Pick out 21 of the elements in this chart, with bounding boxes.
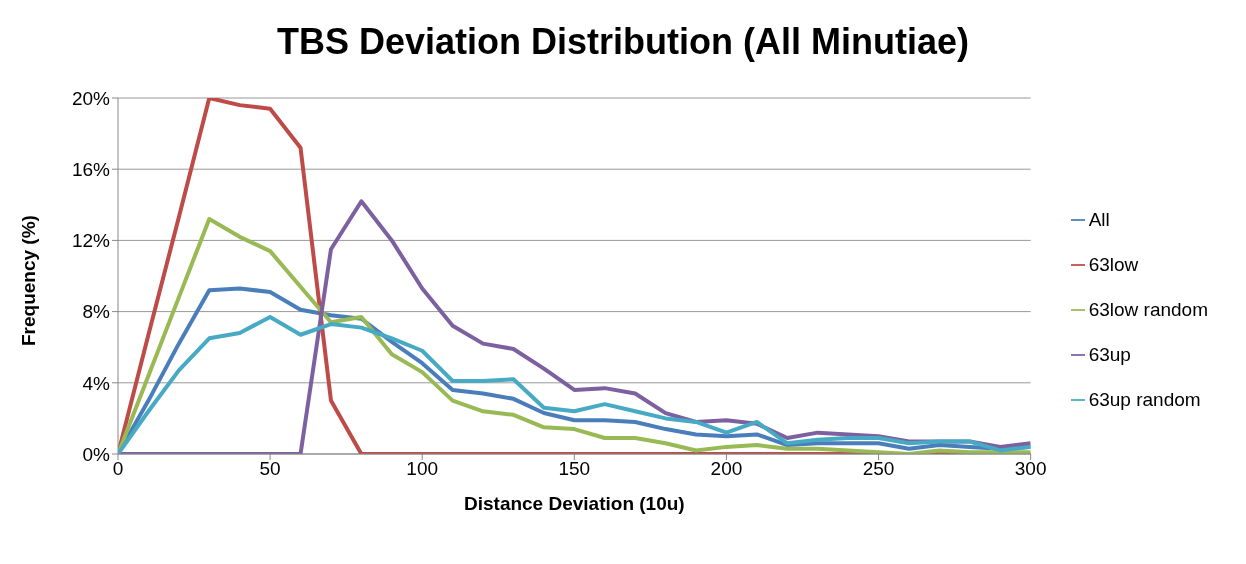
y-tick-label: 20% [71,87,111,109]
legend-label: All [1088,208,1110,230]
x-tick-label: 300 [1014,458,1047,480]
legend-label: 63low random [1088,298,1208,320]
y-tick-label: 16% [71,158,111,180]
x-tick-label: 250 [862,458,895,480]
x-axis-title: Distance Deviation (10u) [463,493,685,514]
legend-label: 63up random [1088,388,1201,410]
x-tick-label: 100 [406,458,439,480]
y-tick-label: 0% [82,443,111,465]
y-axis-title: Frequency (%) [17,215,39,346]
y-tick-label: 8% [82,301,111,323]
x-tick-label: 200 [710,458,743,480]
x-tick-label: 0 [112,458,124,480]
legend-label: 63up [1088,343,1131,365]
y-tick-label: 4% [82,372,111,394]
legend-label: 63low [1088,253,1139,275]
x-tick-label: 150 [558,458,591,480]
y-tick-label: 12% [71,230,111,252]
x-tick-label: 50 [259,458,281,480]
chart-title: TBS Deviation Distribution (All Minutiae) [276,20,970,64]
